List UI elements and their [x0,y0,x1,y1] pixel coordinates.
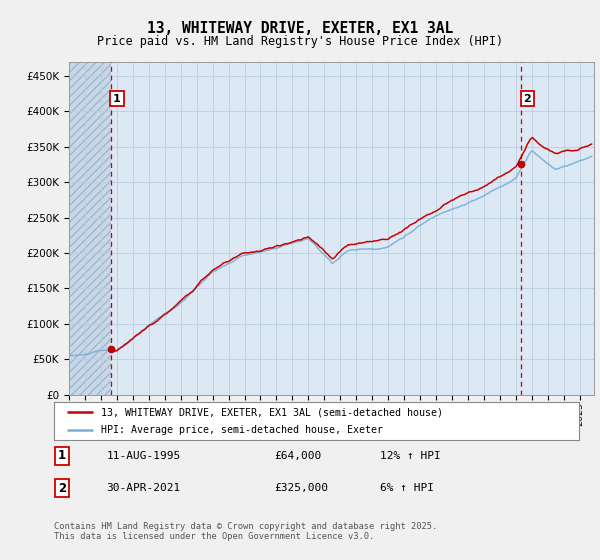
Text: 2: 2 [58,482,66,495]
Text: Contains HM Land Registry data © Crown copyright and database right 2025.
This d: Contains HM Land Registry data © Crown c… [54,522,437,542]
Text: 6% ↑ HPI: 6% ↑ HPI [380,483,433,493]
Text: 2: 2 [523,94,531,104]
Text: 1: 1 [58,450,66,463]
Text: 11-AUG-1995: 11-AUG-1995 [107,451,181,461]
Bar [69,62,111,395]
Text: 30-APR-2021: 30-APR-2021 [107,483,181,493]
Text: HPI: Average price, semi-detached house, Exeter: HPI: Average price, semi-detached house,… [101,426,383,436]
Text: 1: 1 [113,94,121,104]
Text: 13, WHITEWAY DRIVE, EXETER, EX1 3AL (semi-detached house): 13, WHITEWAY DRIVE, EXETER, EX1 3AL (sem… [101,407,443,417]
Text: £64,000: £64,000 [275,451,322,461]
Text: 12% ↑ HPI: 12% ↑ HPI [380,451,440,461]
Text: £325,000: £325,000 [275,483,329,493]
Text: Price paid vs. HM Land Registry's House Price Index (HPI): Price paid vs. HM Land Registry's House … [97,35,503,48]
Text: 13, WHITEWAY DRIVE, EXETER, EX1 3AL: 13, WHITEWAY DRIVE, EXETER, EX1 3AL [147,21,453,36]
